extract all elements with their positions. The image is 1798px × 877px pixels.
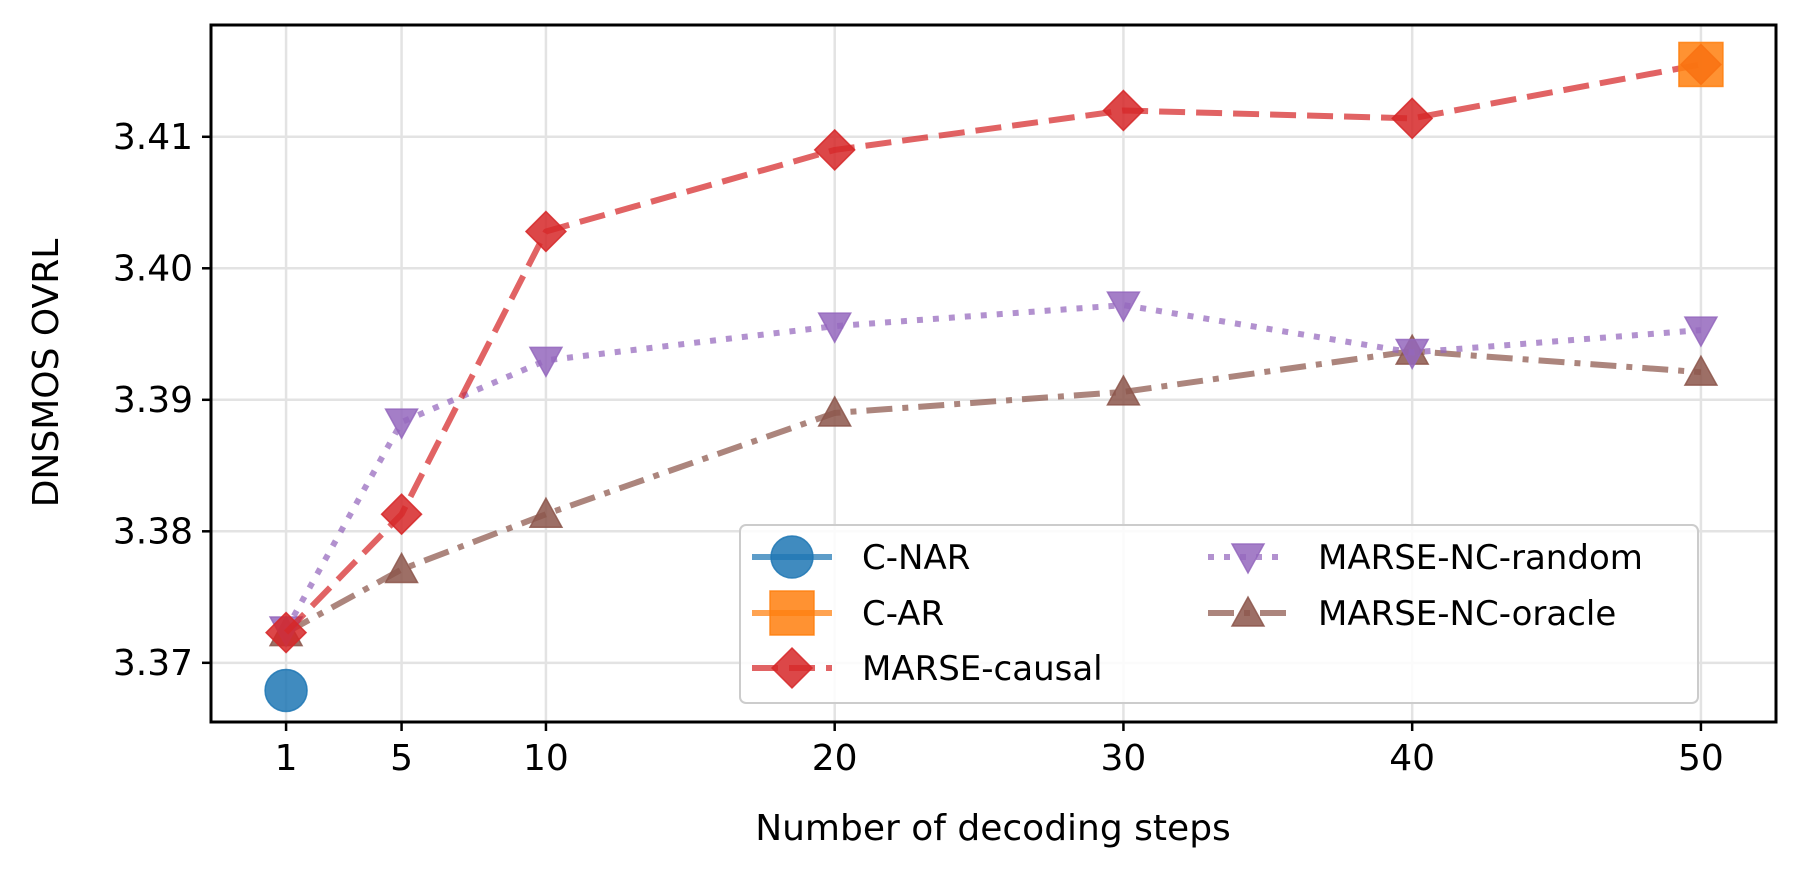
data-point [380, 493, 423, 536]
data-point [524, 210, 568, 253]
legend-label: MARSE-causal [862, 649, 1103, 689]
data-point [265, 611, 308, 654]
data-point [1678, 41, 1724, 88]
data-point [817, 312, 852, 344]
x-tick-label: 5 [390, 738, 413, 779]
series-1 [1678, 41, 1724, 88]
data-point [813, 128, 856, 171]
data-point [1106, 291, 1141, 323]
x-tick-label: 10 [523, 738, 569, 779]
series-3 [268, 291, 1719, 648]
legend-label: C-NAR [862, 538, 970, 578]
data-point [528, 496, 564, 528]
y-tick-label: 3.37 [113, 643, 193, 684]
x-tick-label: 20 [812, 738, 858, 779]
ticks: 1 5 10 20 30 40 50 3.37 3.38 3.39 3.40 3.41 [113, 117, 1724, 779]
data-point [1102, 89, 1145, 132]
legend-item: MARSE-NC-oracle [1208, 594, 1616, 634]
y-tick-label: 3.41 [113, 117, 193, 158]
plot-area [264, 41, 1724, 713]
legend-marker [770, 646, 814, 690]
data-point [384, 551, 419, 584]
y-tick-label: 3.38 [113, 511, 193, 552]
data-point [1683, 354, 1719, 386]
legend-marker [769, 590, 815, 636]
legend-item: MARSE-NC-random [1208, 538, 1643, 578]
series-0 [264, 668, 308, 713]
data-point [1391, 97, 1434, 140]
y-tick-label: 3.40 [113, 248, 193, 289]
x-tick-label: 30 [1101, 738, 1147, 779]
data-point [384, 408, 419, 440]
legend-label: MARSE-NC-oracle [1318, 594, 1616, 634]
x-tick-label: 50 [1678, 738, 1724, 779]
x-tick-label: 1 [275, 738, 298, 779]
series-2 [265, 43, 1722, 654]
data-point [528, 346, 564, 378]
legend-item: C-NAR [752, 535, 970, 579]
y-axis-label: DNSMOS OVRL [26, 239, 67, 508]
legend: C-NAR C-AR MARSE-causal MARSE-NC-random MARS… [739, 524, 1699, 704]
legend-marker [1230, 543, 1266, 575]
x-tick-label: 40 [1389, 738, 1435, 779]
data-point [1106, 374, 1141, 406]
y-tick-label: 3.39 [113, 380, 193, 421]
legend-marker [770, 535, 814, 579]
legend-marker [1230, 595, 1266, 627]
legend-label: C-AR [862, 594, 944, 634]
data-point [264, 668, 308, 713]
data-point [817, 395, 852, 427]
axes-frame [209, 23, 1778, 724]
legend-item: C-AR [752, 590, 944, 636]
data-point [1683, 316, 1719, 348]
legend-label: MARSE-NC-random [1318, 538, 1643, 578]
data-point [1394, 338, 1430, 371]
legend-item: MARSE-causal [752, 646, 1103, 690]
x-axis-label: Number of decoding steps [755, 808, 1231, 849]
